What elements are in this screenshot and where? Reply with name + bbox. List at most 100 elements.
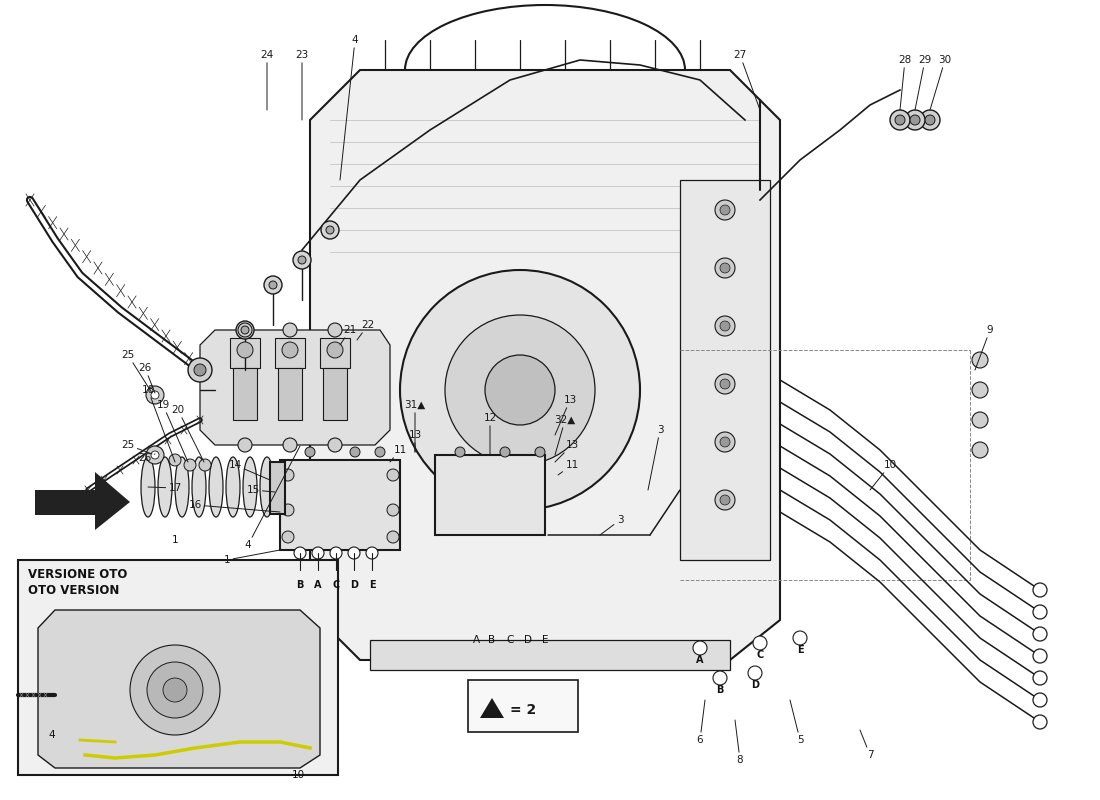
Text: 31▲: 31▲ bbox=[405, 400, 426, 452]
Circle shape bbox=[387, 531, 399, 543]
Text: 13: 13 bbox=[408, 430, 421, 452]
Text: 21: 21 bbox=[340, 325, 356, 345]
Text: B: B bbox=[716, 685, 724, 695]
Text: 10: 10 bbox=[292, 770, 305, 780]
Text: E: E bbox=[796, 645, 803, 655]
Circle shape bbox=[715, 374, 735, 394]
Text: 3: 3 bbox=[600, 515, 624, 535]
Text: 26: 26 bbox=[139, 453, 155, 463]
Text: 13: 13 bbox=[556, 395, 576, 435]
Ellipse shape bbox=[175, 457, 189, 517]
Text: C: C bbox=[332, 580, 340, 590]
Text: D: D bbox=[524, 635, 532, 645]
Circle shape bbox=[715, 200, 735, 220]
Polygon shape bbox=[310, 70, 780, 660]
Text: = 2: = 2 bbox=[510, 703, 537, 717]
Polygon shape bbox=[39, 610, 320, 768]
Circle shape bbox=[169, 454, 182, 466]
Ellipse shape bbox=[226, 457, 240, 517]
Text: C: C bbox=[506, 635, 514, 645]
Circle shape bbox=[455, 447, 465, 457]
Circle shape bbox=[1033, 649, 1047, 663]
Circle shape bbox=[238, 438, 252, 452]
Circle shape bbox=[282, 531, 294, 543]
Circle shape bbox=[146, 446, 164, 464]
Text: 4: 4 bbox=[340, 35, 359, 180]
Circle shape bbox=[270, 281, 277, 289]
Text: 26: 26 bbox=[139, 363, 155, 393]
Circle shape bbox=[236, 342, 253, 358]
Polygon shape bbox=[35, 472, 130, 530]
Text: 5: 5 bbox=[790, 700, 803, 745]
Circle shape bbox=[330, 547, 342, 559]
Text: 32▲: 32▲ bbox=[554, 415, 575, 455]
Circle shape bbox=[1033, 693, 1047, 707]
Text: A: A bbox=[696, 655, 704, 665]
Text: A: A bbox=[472, 635, 480, 645]
Circle shape bbox=[972, 412, 988, 428]
Text: 13: 13 bbox=[556, 440, 579, 462]
Text: 29: 29 bbox=[915, 55, 932, 110]
Circle shape bbox=[720, 321, 730, 331]
Text: 28: 28 bbox=[899, 55, 912, 110]
Bar bbox=[230, 338, 260, 368]
Circle shape bbox=[188, 358, 212, 382]
Circle shape bbox=[241, 326, 249, 334]
Circle shape bbox=[400, 270, 640, 510]
Circle shape bbox=[238, 323, 252, 337]
Bar bbox=[280, 460, 400, 550]
Text: 22: 22 bbox=[358, 320, 375, 340]
Circle shape bbox=[283, 438, 297, 452]
Text: 16: 16 bbox=[188, 500, 280, 512]
Circle shape bbox=[294, 547, 306, 559]
Circle shape bbox=[283, 323, 297, 337]
Circle shape bbox=[163, 678, 187, 702]
Circle shape bbox=[366, 547, 378, 559]
Text: 20: 20 bbox=[172, 405, 204, 462]
Bar bbox=[18, 560, 338, 775]
Text: 1: 1 bbox=[223, 550, 280, 565]
Ellipse shape bbox=[192, 457, 206, 517]
Text: 9: 9 bbox=[975, 325, 993, 370]
Text: 17: 17 bbox=[148, 483, 182, 493]
Circle shape bbox=[298, 256, 306, 264]
Circle shape bbox=[282, 504, 294, 516]
Bar bbox=[468, 680, 578, 732]
Bar bbox=[320, 338, 350, 368]
Circle shape bbox=[312, 547, 324, 559]
Circle shape bbox=[328, 438, 342, 452]
Circle shape bbox=[485, 355, 556, 425]
Text: 8: 8 bbox=[735, 720, 744, 765]
Circle shape bbox=[1033, 715, 1047, 729]
Text: 3: 3 bbox=[648, 425, 663, 490]
Circle shape bbox=[890, 110, 910, 130]
Circle shape bbox=[387, 504, 399, 516]
Bar bbox=[370, 640, 730, 670]
Text: D: D bbox=[751, 680, 759, 690]
Circle shape bbox=[720, 379, 730, 389]
Circle shape bbox=[321, 221, 339, 239]
Circle shape bbox=[130, 645, 220, 735]
Bar bbox=[323, 368, 346, 420]
Text: essionpro
  1985: essionpro 1985 bbox=[465, 374, 694, 466]
Circle shape bbox=[895, 115, 905, 125]
Ellipse shape bbox=[243, 457, 257, 517]
Text: 12: 12 bbox=[483, 413, 496, 455]
Bar bbox=[278, 368, 303, 420]
Text: 10: 10 bbox=[870, 460, 896, 490]
Circle shape bbox=[293, 251, 311, 269]
Text: OTO VERSION: OTO VERSION bbox=[28, 585, 120, 598]
Circle shape bbox=[793, 631, 807, 645]
Text: 27: 27 bbox=[734, 50, 760, 110]
Circle shape bbox=[720, 495, 730, 505]
Ellipse shape bbox=[158, 457, 172, 517]
Text: 19: 19 bbox=[156, 400, 188, 462]
Text: 11: 11 bbox=[390, 445, 407, 462]
Circle shape bbox=[194, 364, 206, 376]
Text: 23: 23 bbox=[296, 50, 309, 120]
Text: VERSIONE OTO: VERSIONE OTO bbox=[28, 569, 128, 582]
Ellipse shape bbox=[209, 457, 223, 517]
Text: 25: 25 bbox=[121, 350, 152, 393]
Circle shape bbox=[348, 547, 360, 559]
Bar bbox=[680, 180, 770, 560]
